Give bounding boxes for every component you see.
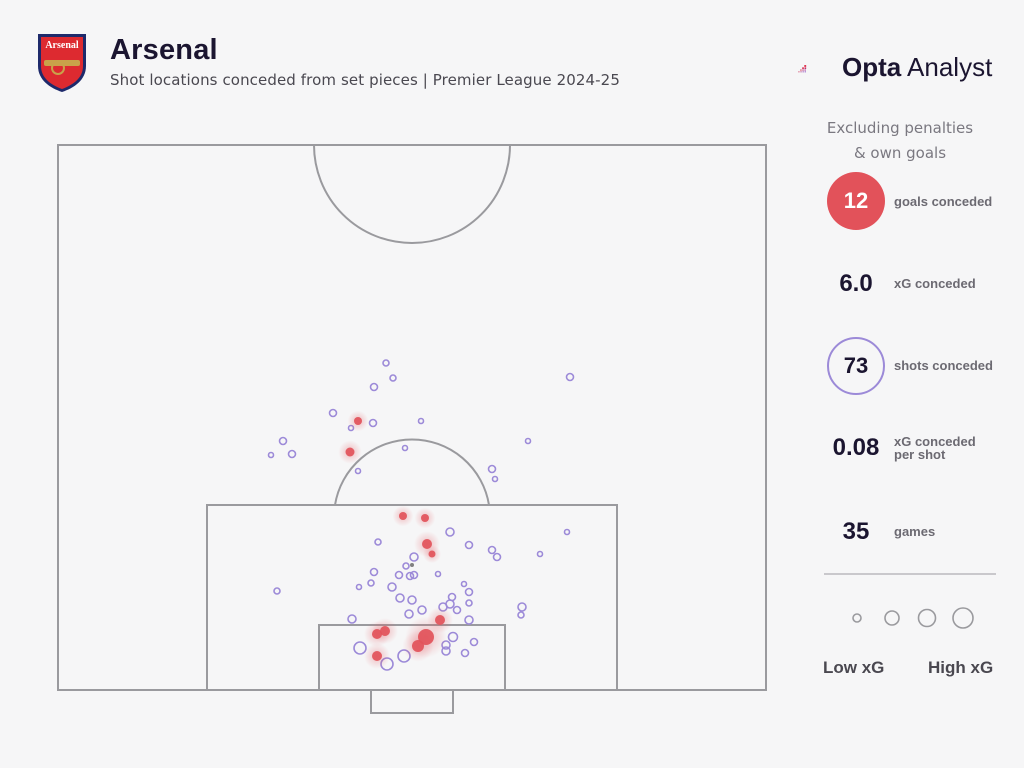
shots-badge: 73 [827, 337, 885, 395]
shot-marker [417, 605, 427, 615]
goal [370, 689, 454, 714]
shot-marker [447, 631, 459, 643]
shot-marker [273, 587, 281, 595]
page-subtitle: Shot locations conceded from set pieces … [110, 71, 620, 89]
shot-marker [369, 567, 379, 577]
brand-name: Opta Analyst [842, 52, 993, 82]
legend-low-label: Low xG [823, 658, 885, 677]
arsenal-crest-icon: Arsenal [38, 34, 86, 92]
shot-marker [395, 593, 405, 603]
shot-marker [464, 587, 474, 597]
shot-marker [382, 359, 390, 367]
shot-marker [460, 648, 470, 658]
shot-marker [367, 579, 375, 587]
shot-marker [407, 595, 417, 605]
shot-marker [565, 372, 575, 382]
shot-marker [517, 611, 525, 619]
shot-marker [445, 527, 455, 537]
shot-marker [524, 437, 532, 445]
goal-marker [380, 626, 390, 636]
svg-text:Arsenal: Arsenal [45, 40, 79, 51]
shot-marker [492, 552, 502, 562]
shot-marker [536, 550, 544, 558]
stat-xg-conceded: 6.0 xG conceded [839, 270, 976, 297]
shot-marker [394, 570, 404, 580]
shot-marker [517, 602, 527, 612]
goal-marker [421, 514, 429, 522]
legend-circle-l [952, 607, 974, 629]
shot-marker [464, 615, 474, 625]
goal-marker [412, 640, 424, 652]
shot-marker [465, 599, 473, 607]
shot-marker [563, 528, 571, 536]
exclusion-note: Excluding penalties & own goals [826, 119, 974, 162]
legend-high-label: High xG [928, 658, 994, 677]
goal-marker [372, 651, 382, 661]
goal-marker [428, 550, 436, 558]
goal-marker [354, 417, 362, 425]
shot-marker [368, 418, 378, 428]
shot-markers [267, 359, 575, 671]
goals-badge: 12 [827, 172, 885, 230]
xg-size-legend [852, 607, 974, 629]
stat-shots-conceded: 73 shots conceded [822, 337, 1022, 397]
shot-marker [374, 538, 382, 546]
shot-marker [469, 637, 479, 647]
stat-games: 35 games [842, 518, 936, 545]
shot-marker [404, 609, 414, 619]
stat-goals-conceded: 12 goals conceded [822, 172, 1022, 232]
shot-marker [267, 451, 275, 459]
shot-marker [347, 614, 357, 624]
center-circle [313, 144, 511, 244]
shot-marker [387, 582, 397, 592]
shot-marker [328, 408, 338, 418]
goal-marker [399, 512, 407, 520]
penalty-spot [410, 563, 414, 567]
shot-marker [278, 436, 288, 446]
shot-marker [487, 464, 497, 474]
shot-marker [353, 641, 367, 655]
shot-marker [464, 540, 474, 550]
shot-marker [409, 552, 419, 562]
goal-marker [345, 447, 355, 457]
goal-markers [338, 410, 453, 669]
sidebar-divider [824, 573, 996, 575]
shot-marker [491, 475, 499, 483]
opta-analyst-logo-icon [798, 65, 807, 73]
shot-marker [401, 444, 409, 452]
shot-marker [441, 646, 451, 656]
shot-marker [402, 562, 410, 570]
page-title: Arsenal [110, 34, 218, 66]
shot-marker [434, 570, 442, 578]
shot-marker [417, 417, 425, 425]
penalty-box [206, 504, 618, 691]
legend-circle-xs [852, 613, 862, 623]
shot-marker [409, 570, 419, 580]
legend-circle-m [917, 608, 937, 628]
legend-circle-s [884, 610, 900, 626]
shot-marker [405, 571, 415, 581]
shot-marker [460, 580, 468, 588]
shot-marker [354, 467, 362, 475]
shot-marker [389, 374, 397, 382]
shot-marker [487, 545, 497, 555]
shot-marker [452, 605, 462, 615]
shot-marker [287, 449, 297, 459]
penalty-arc [334, 438, 490, 506]
shot-marker [355, 583, 363, 591]
stat-xg-per-shot: 0.08 xG conceded per shot [832, 434, 976, 462]
shot-marker [369, 382, 379, 392]
